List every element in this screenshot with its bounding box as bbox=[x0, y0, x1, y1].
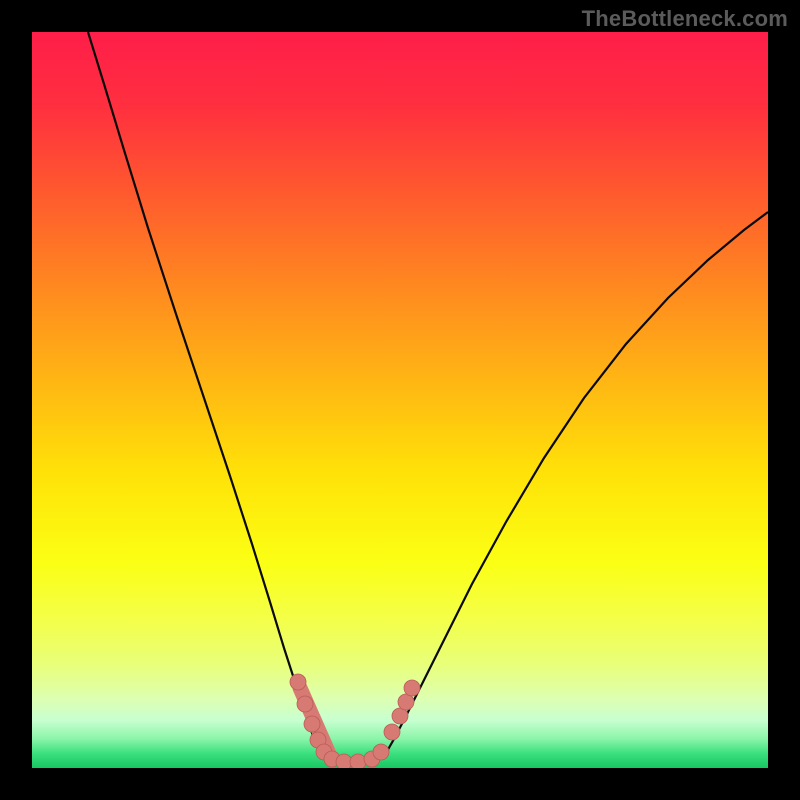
data-point-beads bbox=[290, 674, 420, 768]
data-point-bead bbox=[398, 694, 414, 710]
data-point-bead bbox=[297, 696, 313, 712]
data-point-bead bbox=[392, 708, 408, 724]
data-point-bead bbox=[373, 744, 389, 760]
data-point-bead bbox=[404, 680, 420, 696]
data-point-bead bbox=[290, 674, 306, 690]
bottleneck-curve-svg bbox=[32, 32, 768, 768]
data-point-bead bbox=[304, 716, 320, 732]
data-point-bead bbox=[336, 754, 352, 768]
watermark-text: TheBottleneck.com bbox=[582, 6, 788, 32]
bottleneck-v-curve bbox=[88, 32, 768, 763]
data-point-bead bbox=[350, 754, 366, 768]
plot-area bbox=[32, 32, 768, 768]
data-point-bead bbox=[384, 724, 400, 740]
chart-frame bbox=[0, 0, 800, 800]
